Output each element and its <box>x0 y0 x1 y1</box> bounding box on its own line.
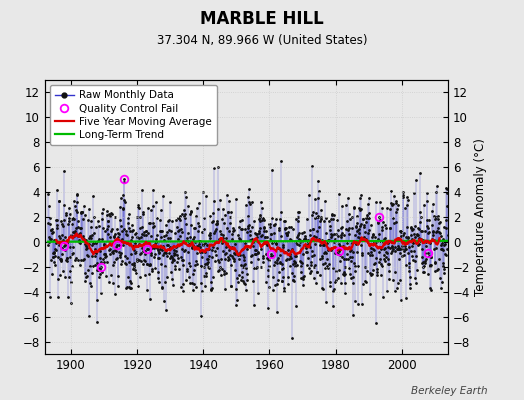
Text: 37.304 N, 89.966 W (United States): 37.304 N, 89.966 W (United States) <box>157 34 367 47</box>
Legend: Raw Monthly Data, Quality Control Fail, Five Year Moving Average, Long-Term Tren: Raw Monthly Data, Quality Control Fail, … <box>50 85 217 145</box>
Text: MARBLE HILL: MARBLE HILL <box>200 10 324 28</box>
Y-axis label: Temperature Anomaly (°C): Temperature Anomaly (°C) <box>474 138 487 296</box>
Text: Berkeley Earth: Berkeley Earth <box>411 386 487 396</box>
